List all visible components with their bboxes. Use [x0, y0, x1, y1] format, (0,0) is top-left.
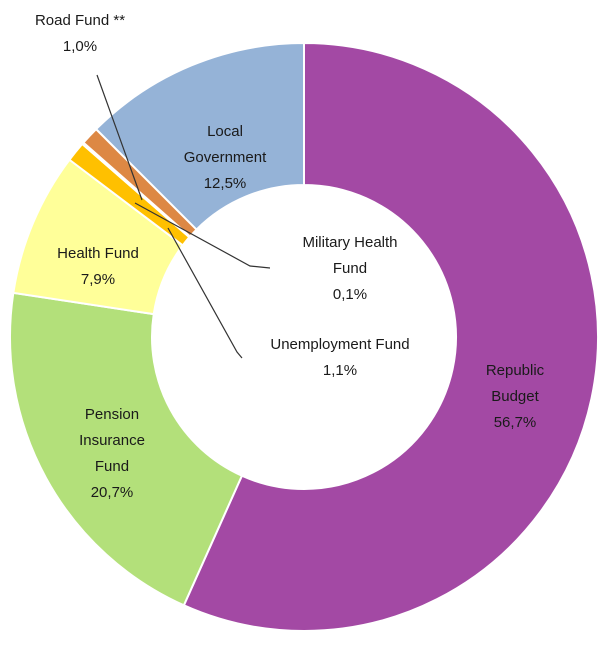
leader-line [96, 74, 143, 201]
segment-label: Road Fund ** 1,0% [10, 8, 150, 60]
donut-segment [94, 41, 305, 231]
category-name: Local Government [183, 123, 267, 166]
category-name: Pension Insurance Fund [79, 406, 145, 475]
category-name: Military Health Fund [302, 234, 398, 277]
value-label: 1,1% [322, 362, 358, 379]
segment-label: Pension Insurance Fund 20,7% [62, 402, 162, 506]
donut-segment [182, 41, 599, 632]
segment-label: Military Health Fund 0,1% [285, 230, 415, 308]
value-label: 7,9% [80, 271, 116, 288]
donut-segment [9, 291, 244, 607]
value-label: 12,5% [203, 175, 247, 192]
segment-label: Health Fund 7,9% [38, 241, 158, 293]
value-label: 0,1% [332, 286, 368, 303]
value-label: 1,0% [62, 38, 98, 55]
leader-line [167, 227, 243, 359]
leader-line [134, 202, 271, 269]
value-label: 20,7% [90, 484, 134, 501]
segment-label: Unemployment Fund 1,1% [260, 332, 420, 384]
value-label: 56,7% [493, 414, 537, 431]
category-name: Republic Budget [485, 362, 545, 405]
category-name: Health Fund [57, 245, 139, 262]
category-name: Road Fund ** [34, 12, 126, 29]
category-name: Unemployment Fund [270, 336, 410, 353]
segment-label: Republic Budget 56,7% [470, 358, 560, 436]
segment-label: Local Government 12,5% [170, 119, 280, 197]
